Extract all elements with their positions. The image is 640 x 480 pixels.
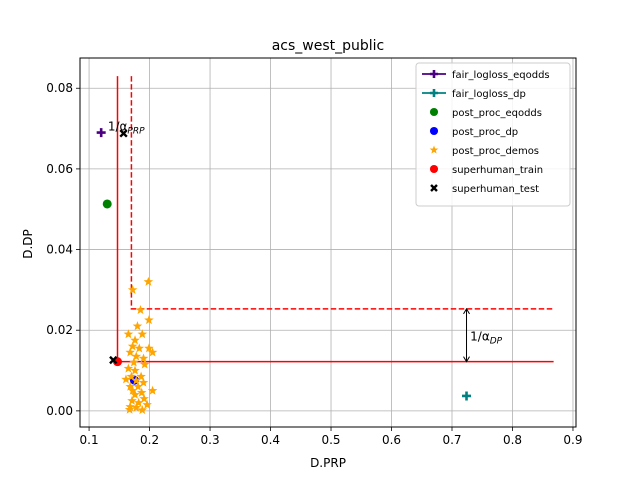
axes-frame [79, 57, 577, 428]
post_proc_demos-point [143, 276, 154, 286]
x-tick-label: 0.6 [382, 433, 401, 447]
post_proc_demos-point [127, 395, 137, 405]
y-axis-label: D.DP [21, 229, 35, 259]
post_proc_demos-point [139, 359, 150, 369]
legend: fair_logloss_eqodds fair_logloss_dp post_p… [415, 62, 571, 207]
post_proc_demos-point [144, 315, 154, 325]
legend-marker-fair_logloss_dp [429, 88, 439, 98]
post_proc_demos-point [144, 343, 154, 353]
legend-label: post_proc_demos [452, 146, 539, 157]
y-tick-label: 0.08 [46, 81, 73, 95]
legend-label: post_proc_eqodds [452, 108, 542, 119]
post_proc_demos-point [133, 381, 143, 391]
post_proc_demos-point [123, 363, 134, 373]
post_proc_demos-point [127, 385, 138, 395]
post_proc_demos-point [135, 305, 146, 315]
x-tick-label: 0.5 [321, 433, 340, 447]
legend-entry: fair_logloss_eqodds [422, 69, 550, 81]
post_proc_demos-point [132, 321, 143, 331]
legend-entry: fair_logloss_dp [422, 88, 526, 100]
post_proc_demos-point [126, 371, 137, 381]
legend-entry: post_proc_dp [429, 126, 518, 138]
legend-box [415, 62, 571, 207]
post_proc_demos-point [130, 335, 140, 345]
x-tick-label: 0.9 [563, 433, 582, 447]
fair_logloss_eqodds-point [96, 128, 106, 138]
post_proc_demos-point [131, 402, 142, 412]
superhuman_test-point [119, 129, 128, 138]
legend-marker-superhuman_test [430, 184, 438, 192]
annotation-arrowhead-top [463, 307, 470, 315]
post_proc_demos-point [124, 404, 135, 414]
superhuman_test-point [109, 355, 118, 365]
y-tick-label: 0.06 [46, 162, 73, 176]
post_proc_demos-point [136, 387, 147, 397]
post_proc_demos-point [131, 351, 142, 361]
legend-label: superhuman_test [452, 184, 539, 195]
x-axis-label: D.PRP [310, 456, 346, 470]
post_proc_demos-point [127, 341, 138, 351]
post_proc_demos-point [147, 385, 158, 395]
post_proc_demos-point [130, 389, 140, 399]
x-tick-label: 0.2 [140, 433, 159, 447]
post_proc_demos-point [136, 371, 146, 381]
y-tick-label: 0.00 [46, 404, 73, 418]
x-tick-label: 0.3 [201, 433, 220, 447]
reference-line-test-x [130, 76, 554, 310]
legend-marker-post_proc_dp [429, 126, 439, 136]
x-tick-label: 0.7 [442, 433, 461, 447]
x-tick-label: 0.1 [80, 433, 99, 447]
post_proc_demos-point [139, 393, 149, 403]
post_proc_demos-point [137, 405, 148, 415]
legend-marker-fair_logloss_eqodds [429, 69, 439, 79]
legend-entry: superhuman_test [430, 184, 539, 195]
post_proc_eqodds-point [102, 199, 112, 209]
fair_logloss_dp-point [462, 391, 472, 401]
post_proc_demos-point [125, 381, 135, 391]
annotation-arrowhead-bottom [463, 356, 470, 363]
legend-marker-post_proc_eqodds [429, 107, 439, 117]
post_proc_demos-point [138, 353, 149, 363]
post_proc_demos-point [131, 375, 142, 385]
post_proc_demos-point [123, 329, 134, 339]
post_proc_demos-point [125, 347, 135, 357]
annotation-alpha_dp: 1/αDP [470, 329, 503, 346]
legend-label: post_proc_dp [452, 127, 518, 138]
y-tick-label: 0.04 [46, 243, 73, 257]
post_proc_demos-point [130, 365, 140, 375]
y-tick-label: 0.02 [46, 323, 73, 337]
x-tick-label: 0.8 [503, 433, 522, 447]
legend-label: superhuman_train [452, 165, 543, 176]
post_proc_demos-point [138, 377, 149, 387]
x-tick-label: 0.4 [261, 433, 280, 447]
post_proc_demos-point [142, 399, 152, 409]
post_proc_demos-point [134, 343, 145, 353]
post_proc_demos-point [133, 397, 144, 407]
chart-title: acs_west_public [272, 38, 385, 54]
post_proc_demos-point [127, 284, 138, 294]
legend-marker-superhuman_train [429, 164, 439, 174]
post_proc_demos-point [121, 374, 131, 384]
legend-entry: post_proc_demos [429, 145, 539, 157]
legend-label: fair_logloss_dp [452, 89, 526, 100]
plot-area: 0.1 0.2 0.3 0.4 0.5 0.6 0.7 0.8 0.9 0.00 0.02 0.04 0… [46, 57, 583, 447]
legend-label: fair_logloss_eqodds [452, 70, 550, 81]
post_proc_demos-point [129, 357, 139, 367]
post_proc_demos-point [137, 329, 148, 339]
annotation-alpha_prp: 1/αPRP [108, 120, 145, 137]
post_proc_demos-point [147, 347, 158, 357]
legend-entry: superhuman_train [429, 164, 543, 176]
legend-entry: post_proc_eqodds [429, 107, 542, 119]
legend-marker-post_proc_demos [429, 145, 439, 154]
